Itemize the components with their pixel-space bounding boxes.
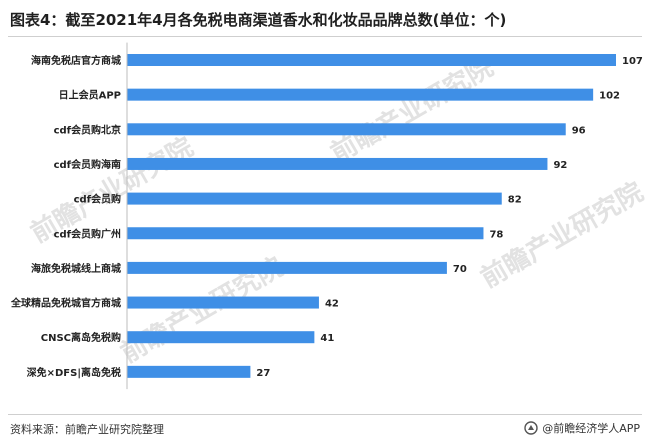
title-divider	[8, 36, 642, 37]
data-label: 70	[453, 264, 467, 275]
bar	[127, 54, 616, 66]
category-label: cdf会员购海南	[54, 158, 121, 171]
data-label: 78	[489, 229, 503, 240]
category-label: 深免×DFS|离岛免税	[27, 366, 121, 379]
bar	[127, 296, 319, 309]
category-label: cdf会员购	[74, 193, 121, 206]
category-label: CNSC离岛免税购	[41, 331, 121, 344]
bar	[127, 157, 548, 170]
data-label: 42	[325, 299, 339, 310]
data-label: 96	[572, 125, 586, 136]
category-label: 全球精品免税城官方商城	[10, 297, 121, 310]
brand-text: @前瞻经济学人APP	[542, 422, 640, 435]
chart-title: 图表4：截至2021年4月各免税电商渠道香水和化妆品品牌总数(单位：个)	[10, 11, 507, 29]
bar	[127, 123, 566, 136]
brand-credit: @前瞻经济学人APP	[524, 420, 640, 436]
data-label: 27	[256, 368, 270, 379]
data-label: 41	[320, 333, 334, 344]
data-label: 107	[622, 56, 643, 67]
footer-divider	[8, 414, 642, 415]
bar	[127, 88, 594, 101]
category-label: cdf会员购广州	[54, 227, 121, 240]
bar	[127, 261, 447, 274]
category-label: cdf会员购北京	[54, 123, 121, 136]
brand-logo-icon	[524, 421, 538, 435]
bar	[127, 331, 315, 344]
source-note: 资料来源：前瞻产业研究院整理	[10, 423, 164, 436]
category-label: 海南免税店官方商城	[31, 54, 121, 67]
data-label: 82	[508, 195, 522, 206]
data-label: 102	[599, 91, 620, 102]
bar	[127, 227, 484, 240]
category-label: 海旅免税城线上商城	[31, 262, 121, 275]
bar	[127, 365, 251, 378]
category-label: 日上会员APP	[59, 89, 121, 102]
bar	[127, 192, 502, 205]
data-label: 92	[553, 160, 567, 171]
